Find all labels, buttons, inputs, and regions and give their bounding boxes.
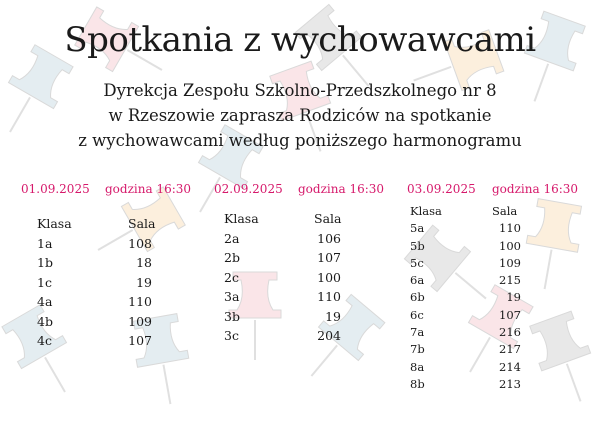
pushpin-icon bbox=[294, 3, 370, 87]
class-cell: 5b bbox=[410, 238, 425, 253]
class-cell: 1c bbox=[37, 274, 52, 290]
pushpin-icon bbox=[467, 284, 534, 373]
room-header: Sala bbox=[314, 211, 342, 226]
room-cell: 110 bbox=[128, 294, 152, 309]
class-column-3: Klasa 5a 5b 5c 6a 6b 6c 7a 7b 8a 8b bbox=[410, 203, 442, 393]
room-header: Sala bbox=[128, 216, 156, 231]
class-column-1: Klasa 1a 1b 1c 4a 4b 4c bbox=[37, 214, 72, 351]
class-cell: 4a bbox=[37, 294, 53, 309]
page-title: Spotkania z wychowawcami bbox=[64, 20, 536, 60]
room-column-3: Sala 110 100 109 215 19 107 216 217 214 213 bbox=[492, 203, 521, 393]
class-cell: 3c bbox=[224, 328, 239, 343]
class-cell: 5a bbox=[410, 221, 425, 236]
room-cell: 110 bbox=[499, 221, 521, 236]
subtitle-line: Dyrekcja Zespołu Szkolno-Przedszkolnego … bbox=[103, 81, 497, 100]
pushpin-icon bbox=[523, 10, 586, 102]
class-cell: 1a bbox=[37, 235, 53, 251]
pushpin-icon bbox=[1, 304, 68, 393]
room-cell: 217 bbox=[499, 342, 521, 357]
subtitle-line: w Rzeszowie zaprasza Rodziców na spotkan… bbox=[108, 106, 492, 125]
room-cell: 19 bbox=[506, 290, 521, 305]
class-column-2: Klasa 2a 2b 2c 3a 3b 3c bbox=[224, 209, 259, 346]
room-cell: 213 bbox=[499, 376, 521, 391]
class-cell: 8b bbox=[410, 376, 425, 391]
time-2: godzina 16:30 bbox=[298, 182, 385, 196]
class-cell: 1b bbox=[37, 255, 53, 270]
class-cell: 2c bbox=[224, 269, 239, 285]
room-header: Sala bbox=[492, 204, 518, 218]
class-header: Klasa bbox=[37, 216, 72, 231]
class-cell: 4b bbox=[37, 313, 53, 329]
date-1: 01.09.2025 bbox=[21, 182, 90, 196]
class-cell: 5c bbox=[410, 255, 424, 270]
room-cell: 108 bbox=[128, 235, 152, 251]
time-3: godzina 16:30 bbox=[492, 182, 579, 196]
room-column-2: Sala 106 107 100 110 19 204 bbox=[314, 209, 341, 346]
pushpin-icon bbox=[403, 224, 487, 300]
room-cell: 110 bbox=[317, 289, 341, 304]
room-cell: 19 bbox=[325, 308, 341, 324]
pushpin-icon bbox=[132, 313, 190, 405]
date-3: 03.09.2025 bbox=[407, 182, 476, 196]
class-cell: 4c bbox=[37, 333, 52, 348]
room-cell: 109 bbox=[128, 313, 152, 329]
pushpin-icon bbox=[413, 29, 505, 92]
class-cell: 8a bbox=[410, 359, 425, 374]
subtitle-line: z wychowawcami według poniższego harmono… bbox=[78, 131, 522, 150]
room-cell: 107 bbox=[499, 307, 521, 322]
room-cell: 204 bbox=[317, 328, 341, 343]
class-cell: 6a bbox=[410, 273, 425, 288]
class-cell: 3b bbox=[224, 308, 240, 324]
room-cell: 100 bbox=[317, 269, 341, 285]
room-cell: 215 bbox=[499, 273, 521, 288]
pushpin-icon bbox=[310, 293, 386, 377]
room-cell: 100 bbox=[499, 238, 521, 253]
class-cell: 7b bbox=[410, 342, 425, 357]
pushpin-icon bbox=[97, 186, 186, 253]
class-cell: 6b bbox=[410, 290, 425, 305]
pushpin-icon bbox=[228, 271, 282, 360]
class-cell: 2a bbox=[224, 230, 240, 246]
pushpin-icon bbox=[7, 44, 74, 133]
pushpin-icon bbox=[529, 310, 592, 402]
pushpin-icon bbox=[74, 6, 163, 73]
room-cell: 109 bbox=[499, 255, 521, 270]
pushpin-icon bbox=[197, 124, 264, 213]
time-1: godzina 16:30 bbox=[105, 182, 192, 196]
pushpin-icon bbox=[269, 60, 332, 152]
room-cell: 18 bbox=[136, 255, 152, 270]
room-cell: 107 bbox=[128, 333, 152, 348]
room-cell: 19 bbox=[136, 274, 152, 290]
class-header: Klasa bbox=[224, 211, 259, 226]
room-cell: 106 bbox=[317, 230, 341, 246]
class-cell: 7a bbox=[410, 325, 425, 340]
class-cell: 3a bbox=[224, 289, 240, 304]
room-cell: 107 bbox=[317, 250, 341, 265]
class-cell: 6c bbox=[410, 307, 424, 322]
class-header: Klasa bbox=[410, 204, 442, 218]
room-cell: 216 bbox=[499, 325, 521, 340]
class-cell: 2b bbox=[224, 250, 240, 265]
room-column-1: Sala 108 18 19 110 109 107 bbox=[128, 214, 156, 351]
room-cell: 214 bbox=[499, 359, 521, 374]
date-2: 02.09.2025 bbox=[214, 182, 283, 196]
pushpin-icon bbox=[525, 198, 583, 290]
subtitle: Dyrekcja Zespołu Szkolno-Przedszkolnego … bbox=[0, 78, 600, 153]
